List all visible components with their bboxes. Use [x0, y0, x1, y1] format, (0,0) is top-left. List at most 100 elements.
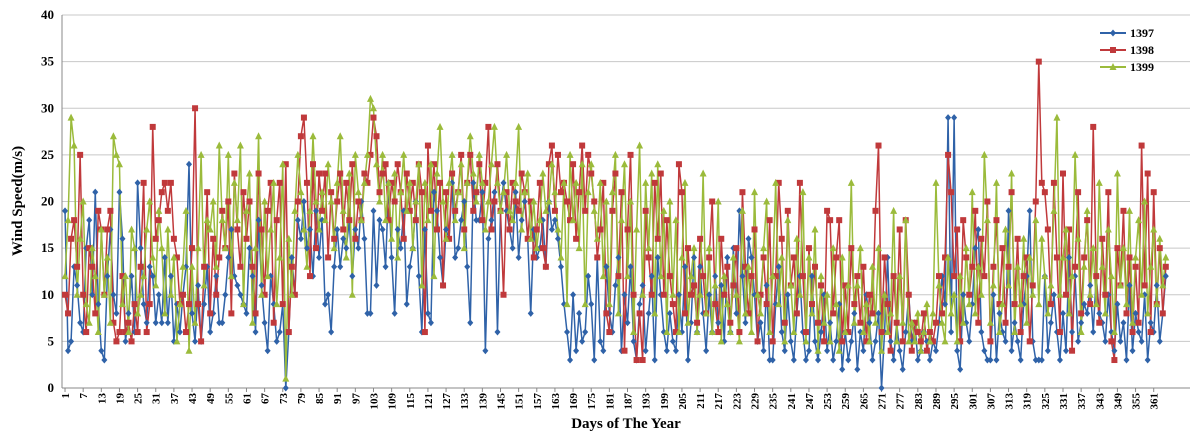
data-point [1017, 356, 1024, 364]
data-point [252, 328, 259, 336]
data-point [113, 338, 120, 345]
data-point [482, 179, 489, 186]
data-point [357, 216, 365, 224]
data-point [760, 347, 767, 355]
data-point [1063, 347, 1070, 355]
data-point [237, 291, 244, 299]
data-point [621, 291, 628, 299]
x-tick-label: 7 [78, 393, 90, 399]
data-point [361, 170, 368, 177]
data-point [330, 244, 338, 252]
data-point [718, 235, 725, 242]
data-point [461, 198, 468, 205]
x-tick-label: 127 [441, 393, 453, 410]
data-point [691, 282, 698, 289]
data-point [784, 216, 792, 224]
data-point [216, 254, 223, 261]
data-point [975, 225, 982, 233]
data-point [966, 337, 973, 345]
data-point [112, 150, 120, 158]
data-point [158, 319, 165, 327]
data-point [711, 281, 719, 289]
data-point [706, 254, 713, 261]
data-point [957, 365, 964, 373]
data-point [306, 206, 314, 214]
data-point [316, 253, 323, 261]
data-point [1156, 245, 1163, 252]
data-point [461, 226, 468, 233]
data-point [836, 217, 843, 224]
data-point [415, 160, 423, 168]
data-point [760, 254, 767, 261]
data-point [866, 319, 873, 327]
data-point [579, 337, 586, 345]
data-point [700, 273, 707, 280]
data-point [630, 337, 637, 345]
data-point [600, 347, 607, 355]
data-point [972, 207, 979, 214]
data-point [1050, 291, 1057, 299]
data-point [1074, 234, 1082, 242]
data-point [131, 301, 138, 308]
data-point [1108, 338, 1115, 345]
data-point [974, 262, 982, 270]
data-point [394, 161, 401, 168]
data-point [678, 253, 686, 261]
y-tick-label: 40 [41, 7, 54, 22]
x-tick-label: 265 [858, 393, 870, 410]
data-point [176, 300, 184, 308]
data-point [1062, 225, 1070, 233]
data-point [1029, 282, 1036, 289]
x-tick-label: 355 [1131, 393, 1143, 410]
data-point [848, 337, 855, 345]
data-point [926, 329, 933, 336]
data-point [693, 328, 701, 336]
data-point [388, 179, 395, 186]
data-point [851, 301, 858, 308]
data-point [331, 235, 338, 242]
x-tick-label: 43 [187, 393, 199, 405]
data-point [1122, 300, 1130, 308]
data-point [376, 197, 384, 205]
data-point [712, 301, 719, 308]
data-point [466, 132, 474, 140]
data-point [853, 281, 861, 289]
data-point [85, 318, 93, 326]
data-point [833, 337, 840, 345]
data-point [118, 300, 126, 308]
data-point [1047, 281, 1055, 289]
x-tick-label: 31 [151, 393, 163, 404]
data-point [875, 309, 882, 317]
data-point [1117, 337, 1124, 345]
data-point [706, 291, 713, 299]
data-point [469, 169, 477, 177]
data-point [1075, 189, 1082, 196]
data-point [249, 272, 256, 280]
data-point [914, 356, 921, 364]
data-point [854, 273, 861, 280]
data-point [948, 328, 955, 336]
data-point [82, 300, 90, 308]
data-point [564, 198, 571, 205]
data-point [778, 253, 786, 261]
data-point [576, 189, 583, 196]
data-point [143, 329, 150, 336]
data-point [252, 244, 260, 252]
data-point [158, 244, 166, 252]
data-point [1056, 290, 1064, 298]
data-point [878, 329, 885, 336]
data-point [161, 253, 168, 261]
data-point [884, 301, 891, 308]
data-point [1150, 189, 1157, 196]
data-point [343, 179, 350, 186]
data-point [62, 207, 69, 215]
data-point [848, 245, 855, 252]
data-point [554, 225, 562, 233]
data-point [1132, 263, 1139, 270]
data-point [805, 347, 812, 355]
data-point [324, 160, 332, 168]
data-point [845, 356, 852, 364]
data-point [808, 301, 815, 308]
data-point [775, 263, 782, 271]
data-point [1026, 207, 1033, 215]
